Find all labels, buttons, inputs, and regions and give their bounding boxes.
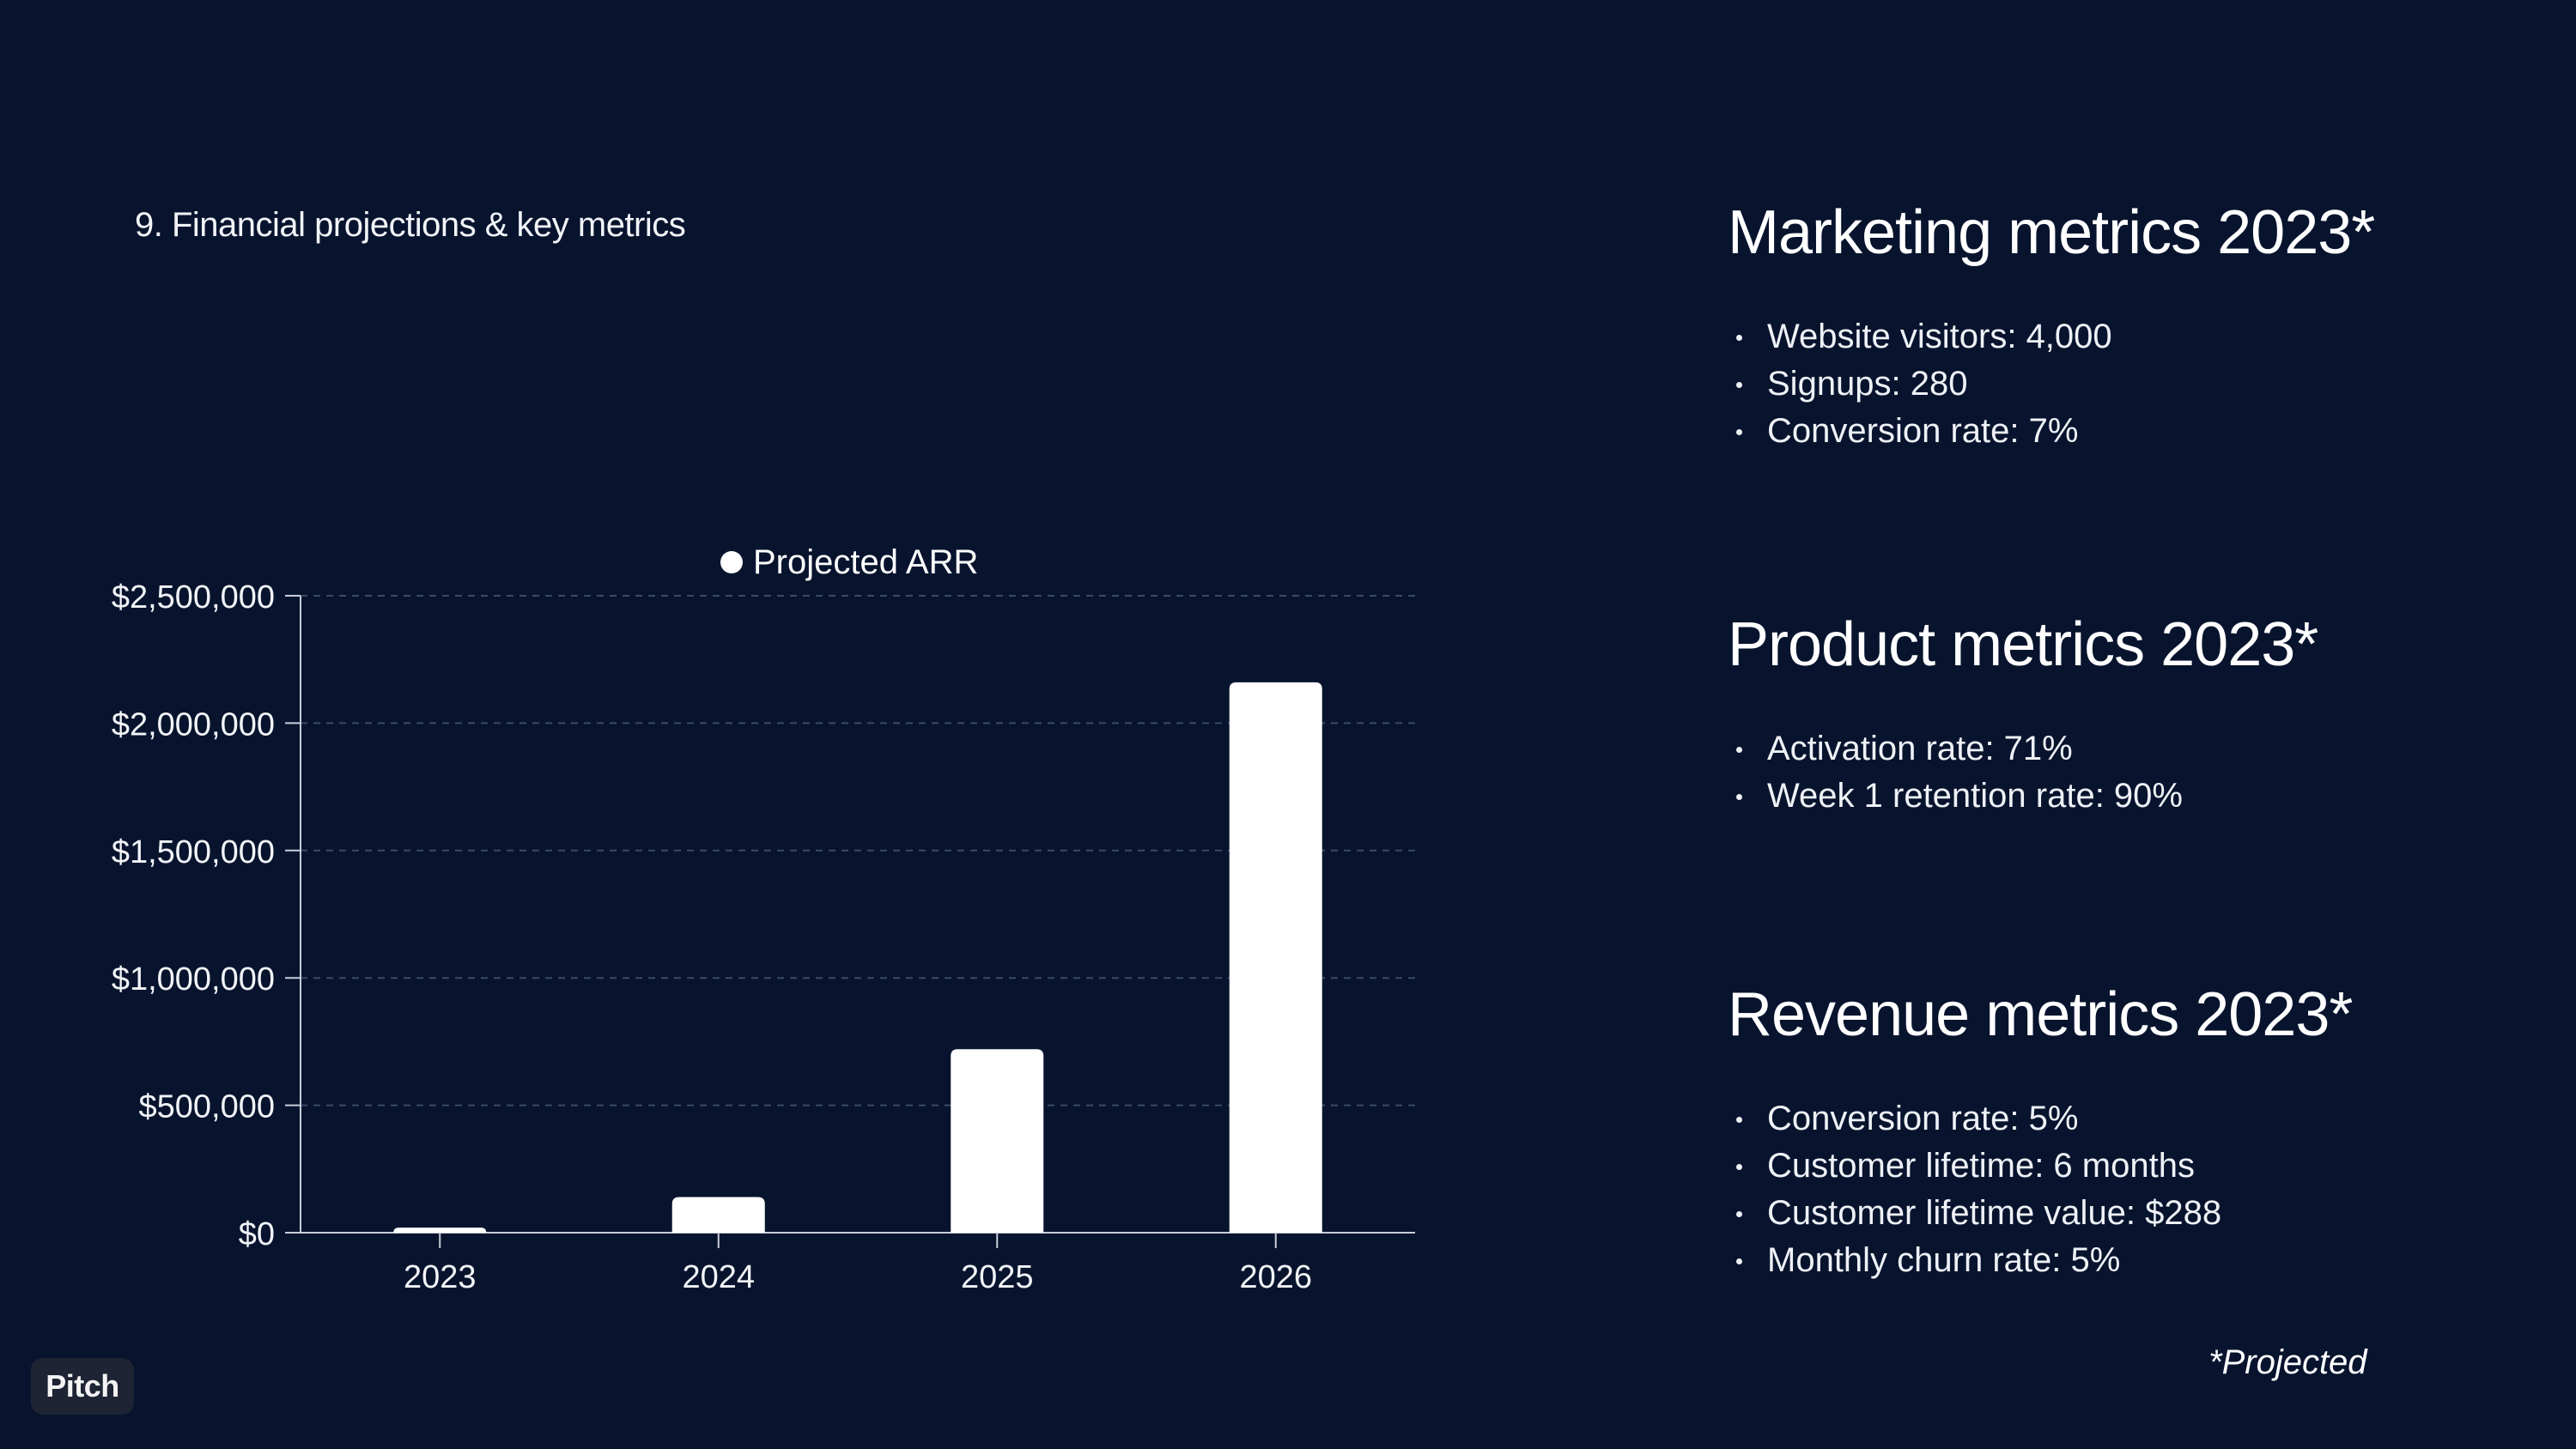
bar-2023 bbox=[393, 1228, 487, 1233]
chart-axes bbox=[285, 595, 1415, 1248]
x-tick-label: 2023 bbox=[404, 1259, 477, 1295]
product-metrics-title: Product metrics 2023* bbox=[1728, 610, 2318, 679]
list-item: Signups: 280 bbox=[1728, 361, 2500, 408]
bullet-icon bbox=[1736, 429, 1742, 435]
bullet-icon bbox=[1736, 1258, 1742, 1264]
list-item: Customer lifetime value: $288 bbox=[1728, 1190, 2500, 1237]
bar-2024 bbox=[671, 1197, 765, 1233]
bar-2026 bbox=[1229, 682, 1322, 1233]
product-metrics-panel: Product metrics 2023* Activation rate: 7… bbox=[1728, 609, 2500, 820]
slide-title: 9. Financial projections & key metrics bbox=[135, 206, 686, 244]
bullet-icon bbox=[1736, 1164, 1742, 1170]
y-tick-label: $2,000,000 bbox=[112, 706, 275, 743]
y-tick-label: $1,500,000 bbox=[112, 834, 275, 870]
revenue-metrics-list: Conversion rate: 5% Customer lifetime: 6… bbox=[1728, 1095, 2500, 1284]
bullet-icon bbox=[1736, 1211, 1742, 1217]
product-metrics-list: Activation rate: 71% Week 1 retention ra… bbox=[1728, 725, 2500, 820]
y-tick-label: $1,000,000 bbox=[112, 961, 275, 997]
chart-bars bbox=[393, 682, 1322, 1233]
bullet-icon bbox=[1736, 382, 1742, 388]
y-tick-label: $2,500,000 bbox=[112, 579, 275, 615]
chart-legend: Projected ARR bbox=[720, 543, 978, 581]
revenue-metrics-title: Revenue metrics 2023* bbox=[1728, 980, 2353, 1049]
list-item: Monthly churn rate: 5% bbox=[1728, 1237, 2500, 1284]
revenue-metrics-panel: Revenue metrics 2023* Conversion rate: 5… bbox=[1728, 979, 2500, 1284]
pitch-logo-badge[interactable]: Pitch bbox=[31, 1358, 134, 1415]
projected-footnote: *Projected bbox=[2208, 1343, 2367, 1381]
chart-tick-labels: $0 $500,000 $1,000,000 $1,500,000 $2,000,000… bbox=[112, 579, 1312, 1295]
x-tick-label: 2026 bbox=[1239, 1259, 1312, 1295]
list-item: Week 1 retention rate: 90% bbox=[1728, 773, 2500, 820]
list-item: Conversion rate: 5% bbox=[1728, 1095, 2500, 1143]
list-item: Conversion rate: 7% bbox=[1728, 408, 2500, 455]
list-item: Website visitors: 4,000 bbox=[1728, 313, 2500, 361]
y-tick-label: $0 bbox=[239, 1216, 275, 1252]
arr-bar-chart: $0 $500,000 $1,000,000 $1,500,000 $2,000,000… bbox=[112, 543, 1415, 1295]
list-item: Activation rate: 71% bbox=[1728, 725, 2500, 773]
marketing-metrics-panel: Marketing metrics 2023* Website visitors… bbox=[1728, 197, 2500, 455]
bullet-icon bbox=[1736, 335, 1742, 341]
marketing-metrics-title: Marketing metrics 2023* bbox=[1728, 198, 2375, 267]
legend-label: Projected ARR bbox=[753, 543, 978, 581]
list-item: Customer lifetime: 6 months bbox=[1728, 1143, 2500, 1190]
y-tick-label: $500,000 bbox=[139, 1089, 276, 1125]
chart-grid bbox=[301, 595, 1415, 1106]
marketing-metrics-list: Website visitors: 4,000 Signups: 280 Con… bbox=[1728, 313, 2500, 455]
x-tick-label: 2024 bbox=[682, 1259, 755, 1295]
bullet-icon bbox=[1736, 747, 1742, 753]
x-tick-label: 2025 bbox=[961, 1259, 1034, 1295]
bullet-icon bbox=[1736, 1117, 1742, 1123]
bar-2025 bbox=[951, 1049, 1044, 1233]
bullet-icon bbox=[1736, 794, 1742, 800]
legend-marker bbox=[720, 551, 743, 573]
